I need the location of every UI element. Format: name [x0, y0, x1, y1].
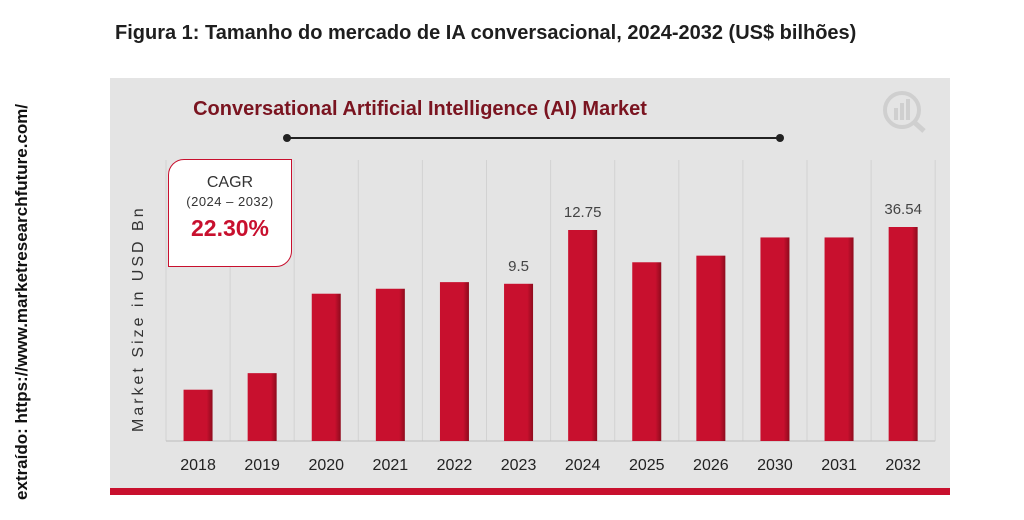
data-label: 9.5	[508, 258, 529, 275]
x-tick-label: 2018	[180, 457, 216, 474]
market-research-future-logo-icon	[883, 91, 926, 133]
x-tick-label: 2032	[885, 457, 921, 474]
cagr-value: 22.30%	[190, 215, 269, 241]
bar-2024	[568, 230, 598, 441]
data-label: 36.54	[884, 201, 922, 218]
title-underline-start	[283, 134, 291, 142]
x-tick-label: 2019	[244, 457, 280, 474]
x-tick-label: 2020	[308, 457, 344, 474]
data-label: 12.75	[564, 204, 602, 221]
figure-title: Figura 1: Tamanho do mercado de IA conve…	[115, 22, 857, 44]
x-tick-label: 2023	[501, 457, 537, 474]
title-underline-end	[776, 134, 784, 142]
bar-2018	[183, 389, 213, 441]
x-tick-label: 2031	[821, 457, 857, 474]
cagr-box: CAGR (2024 – 2032) 22.30%	[168, 159, 292, 267]
bar-2019	[247, 373, 277, 441]
bar-2023	[504, 283, 534, 441]
x-tick-label: 2030	[757, 457, 793, 474]
x-tick-label: 2022	[437, 457, 473, 474]
chart-title: Conversational Artificial Intelligence (…	[193, 98, 647, 120]
y-axis-label: Market Size in USD Bn	[130, 205, 147, 432]
x-tick-label: 2026	[693, 457, 729, 474]
x-tick-label: 2024	[565, 457, 601, 474]
bar-2032	[888, 227, 918, 441]
cagr-label: CAGR	[206, 174, 254, 191]
bar-2031	[824, 237, 854, 441]
bottom-accent-bar	[110, 488, 950, 495]
cagr-period: (2024 – 2032)	[186, 194, 274, 209]
bar-2020	[311, 293, 341, 441]
bar-2021	[375, 288, 405, 441]
x-tick-label: 2021	[373, 457, 409, 474]
bar-2026	[696, 255, 726, 441]
bar-2022	[439, 282, 469, 441]
bar-2030	[760, 237, 790, 441]
bar-2025	[632, 262, 662, 441]
x-tick-label: 2025	[629, 457, 665, 474]
